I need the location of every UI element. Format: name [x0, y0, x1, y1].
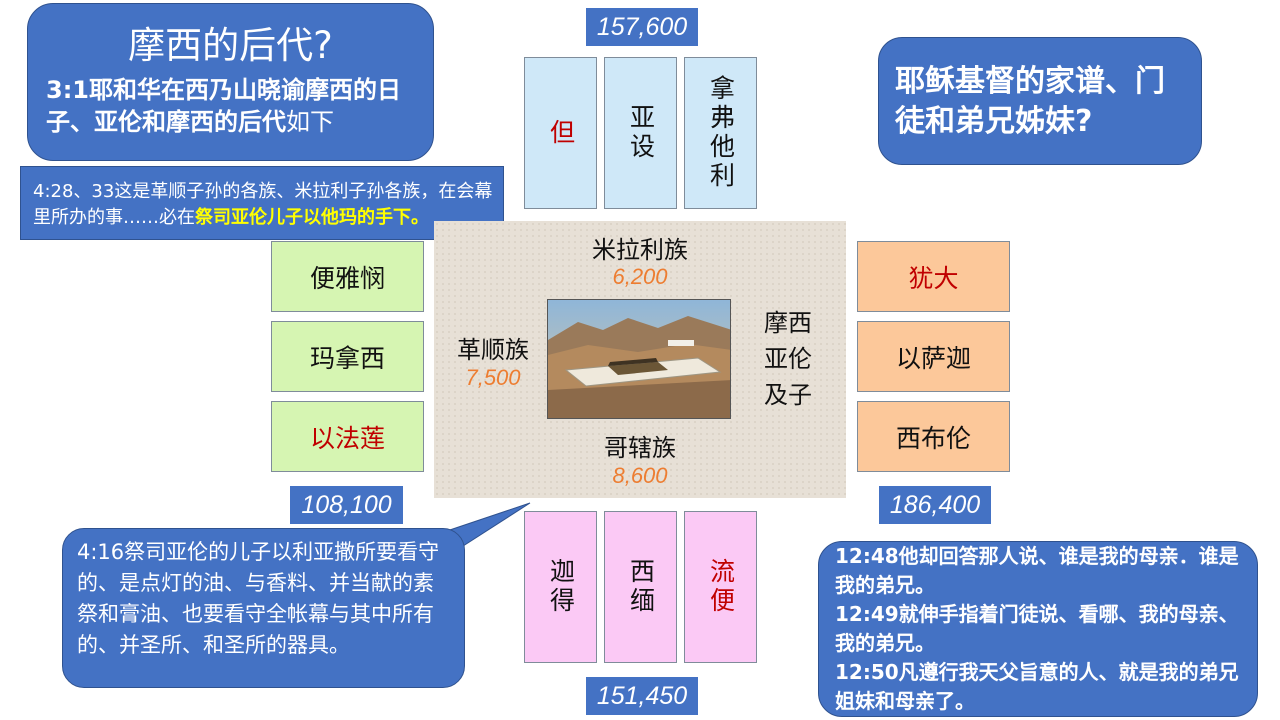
tribe-reuben: 流便 — [684, 511, 757, 663]
verse-tail: 如下 — [286, 108, 334, 136]
verse-12-48: 12:48他却回答那人说、谁是我的母亲．谁是我的弟兄。 — [835, 544, 1239, 597]
tribe-manasseh: 玛拿西 — [271, 321, 424, 392]
tribe-ephraim: 以法莲 — [271, 401, 424, 472]
bubble-title: 耶稣基督的家谱、门徒和弟兄姊妹? — [895, 64, 1165, 139]
tribe-gad: 迦得 — [524, 511, 597, 663]
moses-descendants-bubble: 摩西的后代? 3:1耶和华在西乃山晓谕摩西的日子、亚伦和摩西的后代如下 — [27, 3, 434, 161]
tribe-simeon: 西缅 — [604, 511, 677, 663]
tribe-asher: 亚设 — [604, 57, 677, 209]
tribe-zebulun: 西布伦 — [857, 401, 1010, 472]
tribe-naphtali: 拿弗他利 — [684, 57, 757, 209]
tabernacle-image — [547, 299, 731, 419]
brothers-sisters-bubble: 12:48他却回答那人说、谁是我的母亲．谁是我的弟兄。 12:49就伸手指着门徒… — [818, 541, 1258, 717]
gershon-merari-note: 4:28、33这是革顺子孙的各族、米拉利子孙各族，在会幕里所办的事……必在祭司亚… — [20, 166, 504, 240]
jesus-genealogy-bubble: 耶稣基督的家谱、门徒和弟兄姊妹? — [878, 37, 1202, 165]
tribe-issachar: 以萨迦 — [857, 321, 1010, 392]
bubble-verse: 3:1耶和华在西乃山晓谕摩西的日子、亚伦和摩西的后代如下 — [46, 74, 424, 138]
kohath-name: 哥辖族 — [604, 434, 676, 462]
note-highlight: 祭司亚伦儿子以他玛的手下。 — [195, 207, 429, 228]
tribe-benjamin: 便雅悯 — [271, 241, 424, 312]
tribe-dan: 但 — [524, 57, 597, 209]
eleazar-duty-bubble: 4:16祭司亚伦的儿子以利亚撒所要看守的、是点灯的油、与香料、并当献的素祭和膏油… — [62, 528, 465, 688]
gershon-name: 革顺族 — [457, 336, 529, 364]
south-total: 151,450 — [586, 677, 698, 715]
bubble-title: 摩西的后代? — [128, 24, 333, 67]
north-total: 157,600 — [586, 8, 698, 46]
gershon-count: 7,500 — [465, 365, 521, 390]
verse-12-49: 12:49就伸手指着门徒说、看哪、我的母亲、我的弟兄。 — [835, 602, 1239, 655]
merari-name: 米拉利族 — [592, 236, 688, 264]
bubble-text: 4:16祭司亚伦的儿子以利亚撒所要看守的、是点灯的油、与香料、并当献的素祭和膏油… — [77, 540, 440, 657]
merari-count: 6,200 — [612, 264, 668, 289]
tabernacle-illustration — [548, 300, 730, 418]
tribe-judah: 犹大 — [857, 241, 1010, 312]
west-total: 108,100 — [290, 486, 403, 524]
kohath-count: 8,600 — [612, 463, 668, 488]
verse-12-50: 12:50凡遵行我天父旨意的人、就是我的弟兄姐妹和母亲了。 — [835, 660, 1239, 713]
moses-aaron-label: 摩西 亚伦 及子 — [764, 309, 812, 409]
verse-bold: 亚伦和摩西的后代 — [94, 108, 286, 136]
note-text: 4:28、33这是革顺子孙的各族、米拉利子孙各族，在会幕里所办的事……必在 — [33, 181, 493, 228]
verse-text: 3:1耶和华在西乃山晓谕摩西的日子、 — [46, 76, 401, 136]
east-total: 186,400 — [879, 486, 991, 524]
